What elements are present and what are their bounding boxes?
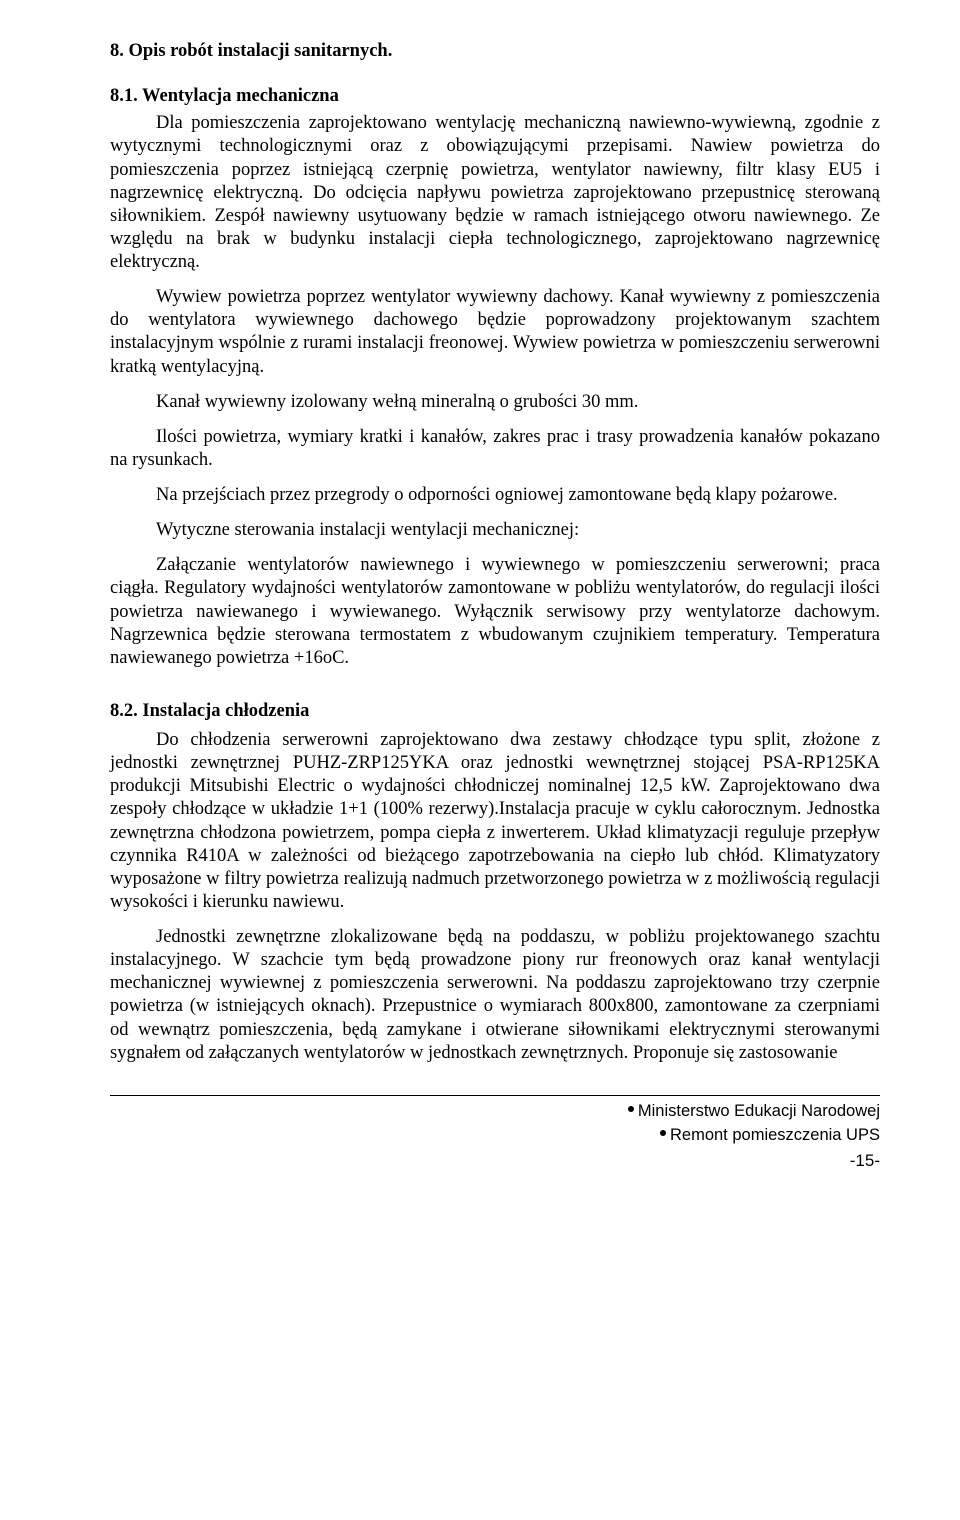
page-number: -15-: [110, 1150, 880, 1171]
paragraph: Na przejściach przez przegrody o odporno…: [110, 484, 880, 507]
paragraph: Wywiew powietrza poprzez wentylator wywi…: [110, 286, 880, 379]
paragraph: Załączanie wentylatorów nawiewnego i wyw…: [110, 554, 880, 670]
bullet-icon: [628, 1106, 634, 1112]
footer-line-1: Ministerstwo Edukacji Narodowej: [110, 1100, 880, 1124]
heading-8-1: 8.1. Wentylacja mechaniczna: [110, 85, 880, 108]
footer-line-2: Remont pomieszczenia UPS: [110, 1124, 880, 1148]
footer: Ministerstwo Edukacji Narodowej Remont p…: [110, 1095, 880, 1171]
paragraph: Dla pomieszczenia zaprojektowano wentyla…: [110, 112, 880, 274]
heading-8-2: 8.2. Instalacja chłodzenia: [110, 700, 880, 723]
heading-8: 8. Opis robót instalacji sanitarnych.: [110, 40, 880, 63]
paragraph: Wytyczne sterowania instalacji wentylacj…: [110, 519, 880, 542]
footer-text: Ministerstwo Edukacji Narodowej: [638, 1102, 880, 1120]
paragraph: Ilości powietrza, wymiary kratki i kanał…: [110, 426, 880, 472]
bullet-icon: [660, 1130, 666, 1136]
footer-text: Remont pomieszczenia UPS: [670, 1126, 880, 1144]
paragraph: Do chłodzenia serwerowni zaprojektowano …: [110, 729, 880, 914]
paragraph: Kanał wywiewny izolowany wełną mineralną…: [110, 391, 880, 414]
paragraph: Jednostki zewnętrzne zlokalizowane będą …: [110, 926, 880, 1065]
